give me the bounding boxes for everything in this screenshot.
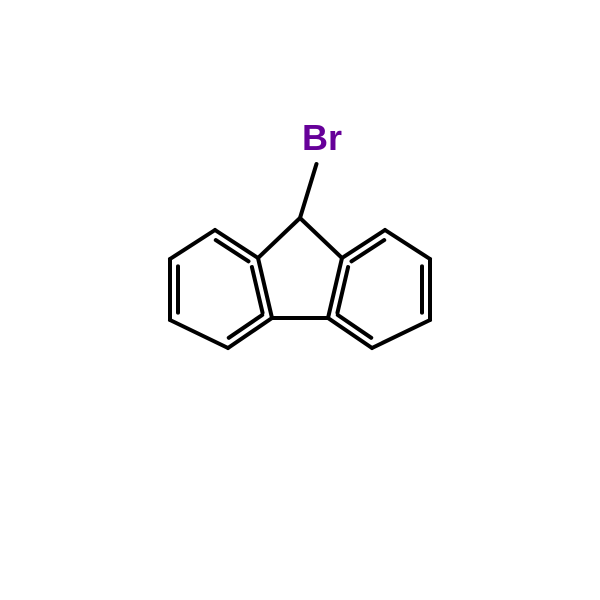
bromine-label: Br [302,117,342,158]
diagram-background [0,0,600,600]
molecule-diagram: Br [0,0,600,600]
